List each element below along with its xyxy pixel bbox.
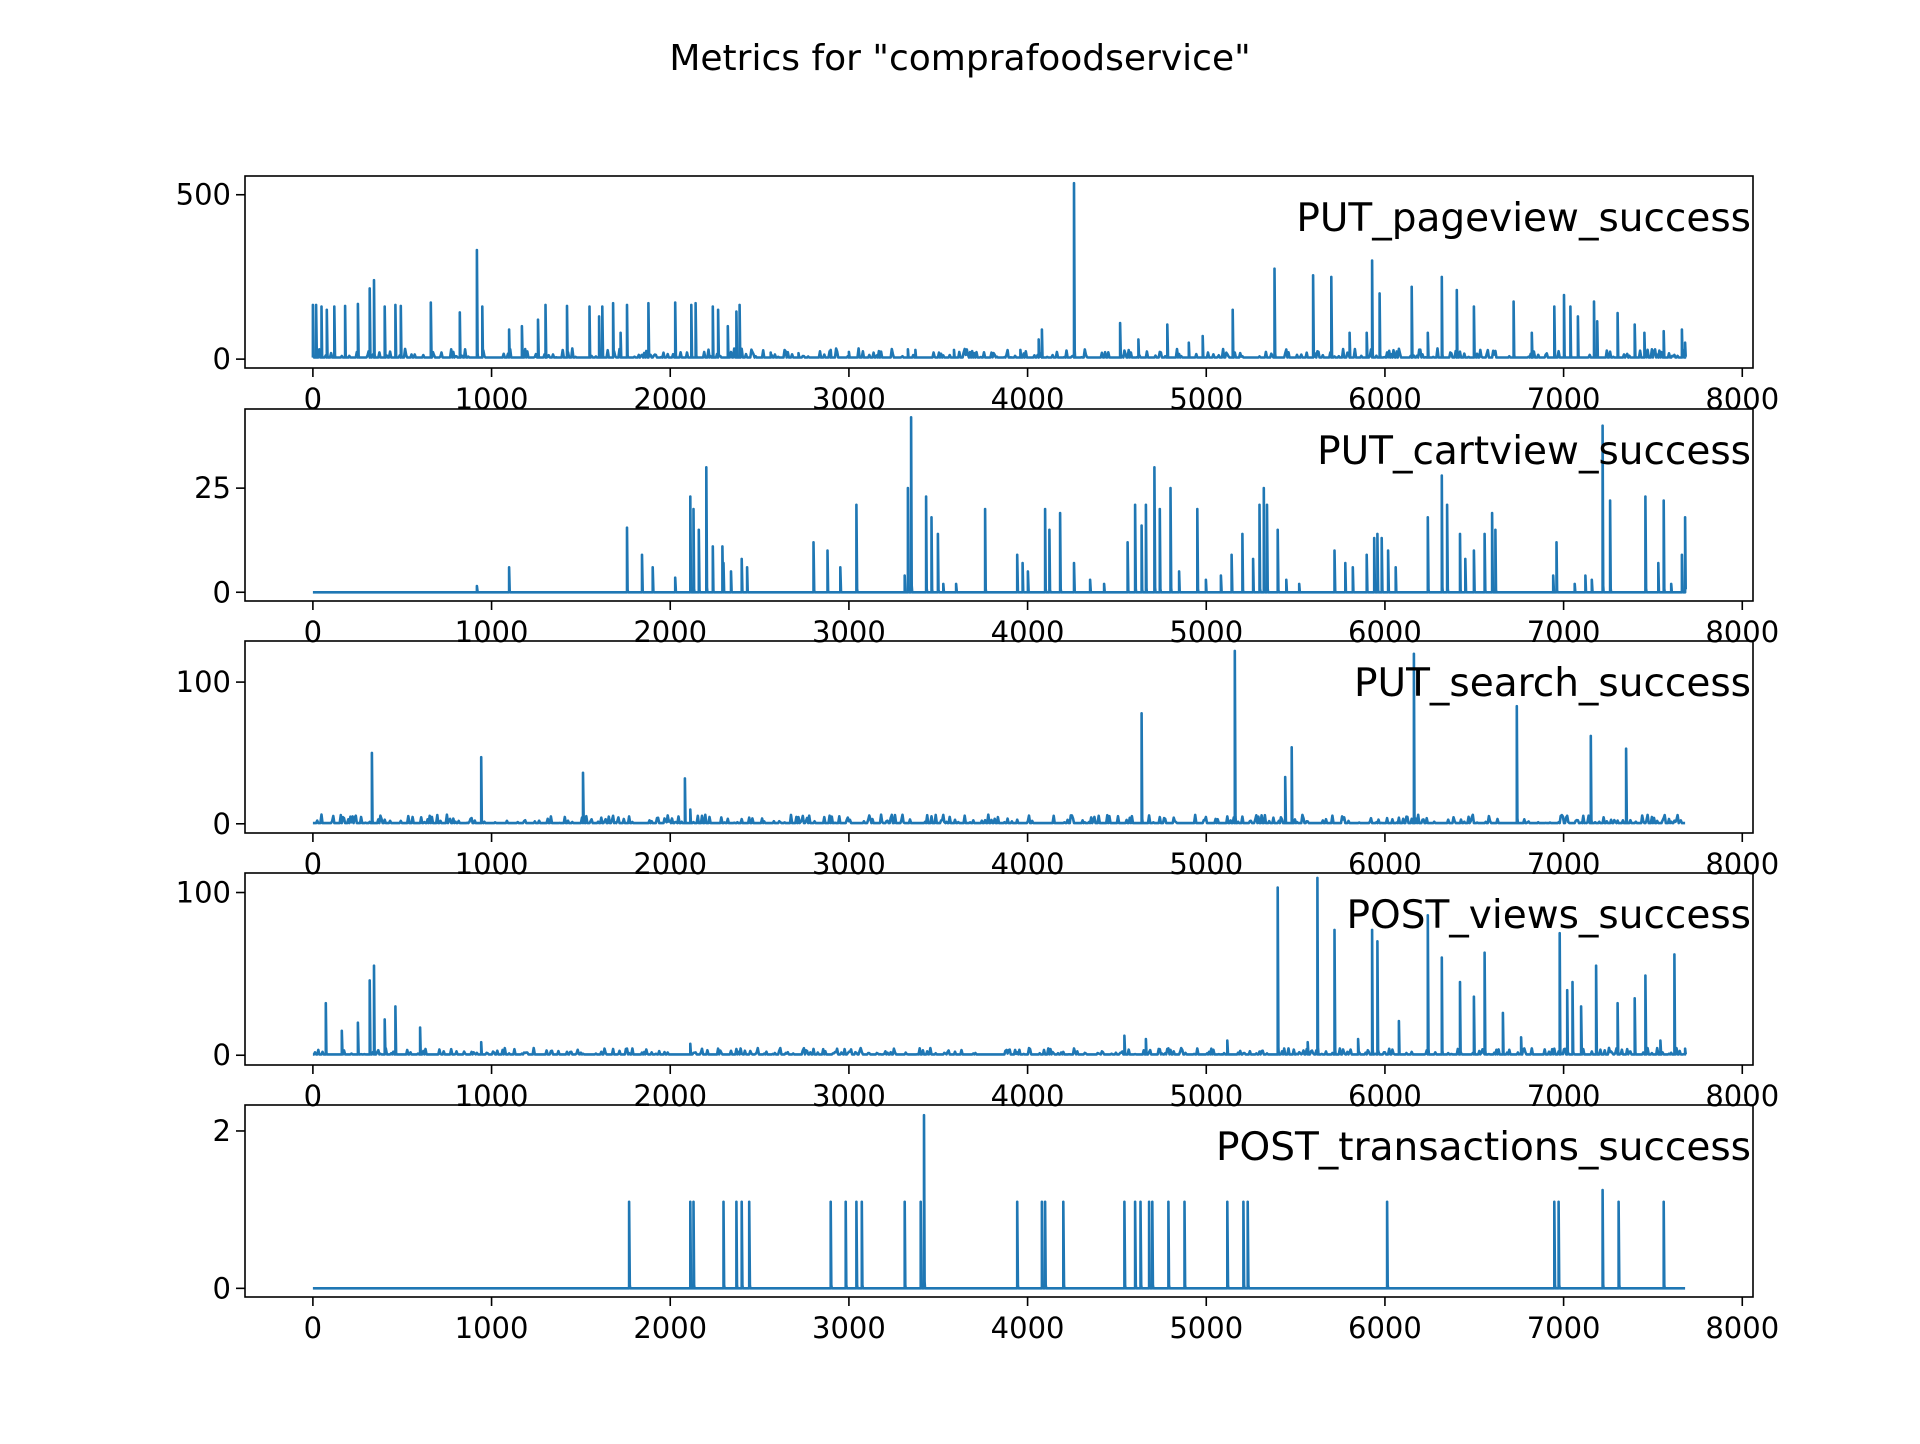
x-tick-label: 7000 (1527, 847, 1601, 881)
series-line-POST_views_success (312, 876, 1687, 1056)
panel-label-PUT_search_success: PUT_search_success (1354, 661, 1751, 706)
x-tick-label: 3000 (812, 847, 886, 881)
x-tick-label: 4000 (991, 847, 1065, 881)
subplot-PUT_pageview_success: 0 1000 2000 3000 4000 5000 6000 7000 8000 0 500 PUT… (176, 175, 1779, 416)
x-tick-label: 1000 (455, 1079, 529, 1113)
axes-frame (244, 640, 1754, 834)
axes-frame (244, 175, 1754, 369)
x-tick-label: 8000 (1705, 615, 1779, 649)
x-tick-label: 0 (304, 615, 322, 649)
x-tick-label: 0 (304, 847, 322, 881)
y-tick-label: 0 (213, 1038, 231, 1072)
panel-label-PUT_pageview_success: PUT_pageview_success (1296, 196, 1751, 241)
x-tick-label: 5000 (1169, 382, 1243, 416)
y-tick-label: 100 (176, 876, 231, 910)
subplot-POST_transactions_success: 0 1000 2000 3000 4000 5000 6000 7000 8000 0 2 POST_… (213, 1104, 1779, 1345)
y-tick-label: 100 (176, 665, 231, 699)
x-tick-label: 6000 (1348, 382, 1422, 416)
x-tick-label: 0 (304, 1079, 322, 1113)
x-tick-label: 1000 (455, 382, 529, 416)
series-line-POST_transactions_success (312, 1113, 1686, 1290)
axes-frame (244, 1104, 1754, 1298)
x-tick-label: 3000 (812, 615, 886, 649)
x-tick-label: 8000 (1705, 1079, 1779, 1113)
x-tick-label: 5000 (1169, 1079, 1243, 1113)
x-tick-label: 5000 (1169, 847, 1243, 881)
x-tick-label: 1000 (455, 847, 529, 881)
x-tick-label: 6000 (1348, 1311, 1422, 1345)
x-tick-label: 2000 (633, 847, 707, 881)
y-tick-label: 0 (213, 807, 231, 841)
x-tick-label: 0 (304, 1311, 322, 1345)
x-tick-label: 1000 (455, 1311, 529, 1345)
axes-frame (244, 408, 1754, 602)
y-tick-label: 500 (176, 178, 231, 212)
x-tick-label: 7000 (1527, 382, 1601, 416)
panel-label-POST_views_success: POST_views_success (1347, 893, 1751, 938)
x-tick-label: 2000 (633, 1311, 707, 1345)
x-tick-label: 6000 (1348, 847, 1422, 881)
x-tick-label: 6000 (1348, 615, 1422, 649)
x-tick-label: 0 (304, 382, 322, 416)
y-tick-label: 0 (213, 1271, 231, 1305)
series-line-PUT_search_success (312, 649, 1686, 825)
subplot-POST_views_success: 0 1000 2000 3000 4000 5000 6000 7000 8000 0 100 POS… (176, 872, 1779, 1113)
y-tick-label: 25 (194, 471, 231, 505)
series-line-PUT_cartview_success (312, 416, 1687, 594)
x-tick-label: 4000 (991, 1311, 1065, 1345)
x-tick-label: 8000 (1705, 847, 1779, 881)
x-tick-label: 1000 (455, 615, 529, 649)
subplot-PUT_search_success: 0 1000 2000 3000 4000 5000 6000 7000 8000 0 100 PUT… (176, 640, 1779, 881)
x-tick-label: 2000 (633, 1079, 707, 1113)
x-tick-label: 5000 (1169, 1311, 1243, 1345)
x-tick-label: 7000 (1527, 1311, 1601, 1345)
x-tick-label: 3000 (812, 1079, 886, 1113)
x-tick-label: 3000 (812, 382, 886, 416)
x-tick-label: 7000 (1527, 1079, 1601, 1113)
x-tick-label: 4000 (991, 382, 1065, 416)
x-tick-label: 8000 (1705, 382, 1779, 416)
x-tick-label: 4000 (991, 1079, 1065, 1113)
x-tick-label: 2000 (633, 382, 707, 416)
x-tick-label: 7000 (1527, 615, 1601, 649)
figure-title: Metrics for "comprafoodservice" (669, 38, 1250, 79)
y-tick-label: 0 (213, 342, 231, 376)
panel-label-PUT_cartview_success: PUT_cartview_success (1317, 429, 1751, 474)
x-tick-label: 6000 (1348, 1079, 1422, 1113)
axes-frame (244, 872, 1754, 1066)
subplot-PUT_cartview_success: 0 1000 2000 3000 4000 5000 6000 7000 8000 0 25 PUT_… (194, 408, 1779, 649)
x-tick-label: 8000 (1705, 1311, 1779, 1345)
x-tick-label: 5000 (1169, 615, 1243, 649)
y-tick-label: 2 (213, 1114, 231, 1148)
x-tick-label: 2000 (633, 615, 707, 649)
panels: 0 1000 2000 3000 4000 5000 6000 7000 80000500PUT… (176, 175, 1779, 1345)
series-line-PUT_pageview_success (311, 181, 1687, 359)
y-tick-label: 0 (213, 575, 231, 609)
x-tick-label: 4000 (991, 615, 1065, 649)
x-tick-label: 3000 (812, 1311, 886, 1345)
panel-label-POST_transactions_success: POST_transactions_success (1216, 1125, 1751, 1170)
